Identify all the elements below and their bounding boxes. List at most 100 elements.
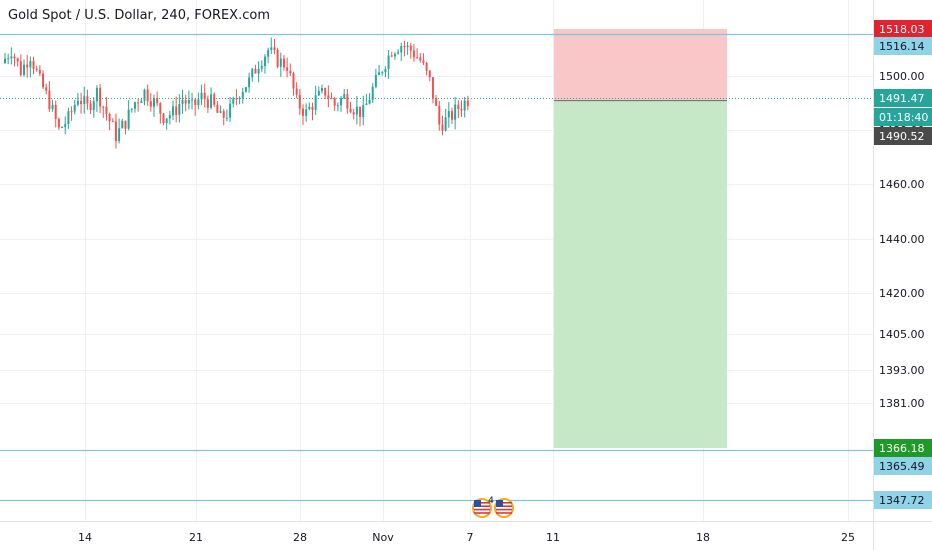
candle-body (349, 108, 352, 113)
candle-body (16, 58, 19, 62)
candle-body (263, 56, 266, 66)
candle-body (346, 94, 349, 109)
candle-body (213, 94, 216, 105)
candle-body (95, 87, 98, 102)
candle-body (191, 99, 194, 101)
candle-body (152, 98, 155, 107)
candle-body (67, 111, 70, 125)
candle-body (444, 117, 447, 131)
candle-body (267, 50, 270, 57)
event-markers[interactable]: 4 (472, 496, 514, 518)
time-tick-label: 14 (78, 531, 92, 544)
price-badge-countdown: 01:18:40 (874, 108, 932, 126)
candle-body (146, 89, 149, 102)
candle-body (327, 95, 330, 99)
candle-body (359, 106, 362, 117)
candle-body (428, 70, 431, 78)
candle-body (438, 105, 441, 125)
candle-body (219, 111, 222, 113)
candle-body (99, 87, 102, 107)
candle-body (114, 121, 117, 141)
candle-body (381, 72, 384, 74)
candle-body (343, 94, 346, 99)
candle-body (32, 61, 35, 69)
candle-body (42, 73, 45, 88)
candle-body (10, 56, 13, 59)
price-badge-label: 1516.14 (879, 40, 925, 53)
candle-body (244, 87, 247, 92)
price-badge-label: 01:18:40 (879, 111, 928, 124)
candle-body (397, 52, 400, 54)
time-axis: 14 21 28 Nov 7 11 18 25 (0, 521, 932, 544)
candle-body (222, 111, 225, 118)
price-badge-bg (874, 457, 932, 475)
candle-body (454, 104, 457, 120)
candle-body (89, 103, 92, 111)
flag-stripe (474, 502, 490, 504)
price-tick-label: 1440.00 (879, 233, 925, 246)
candle-body (457, 104, 460, 110)
candle-body (336, 105, 339, 107)
candle-body (365, 103, 368, 105)
candle-body (301, 108, 304, 116)
candle-body (406, 45, 409, 48)
chart-grid (0, 0, 873, 521)
candle-body (292, 73, 295, 89)
candle-body (352, 112, 355, 115)
candle-body (149, 101, 152, 107)
flag-stripe (496, 505, 512, 507)
candle-body (19, 61, 22, 75)
candle-body (54, 104, 57, 119)
candle-body (137, 102, 140, 104)
horizontal-levels (0, 33, 873, 502)
candle-body (235, 98, 238, 100)
candle-body (48, 90, 51, 110)
us-flag-icon[interactable] (472, 498, 492, 518)
price-tick-label: 1381.00 (879, 397, 925, 410)
candle-body (324, 88, 327, 96)
candle-body (80, 100, 83, 105)
candle-body (460, 109, 463, 111)
candle-body (23, 64, 26, 75)
candle-body (105, 106, 108, 114)
price-badge-bg (874, 127, 932, 145)
candle-body (289, 70, 292, 74)
candle-body (181, 100, 184, 104)
candle-body (435, 98, 438, 106)
us-flag-icon[interactable] (494, 498, 514, 518)
candle-body (276, 49, 279, 67)
price-tick-label: 1393.00 (879, 364, 925, 377)
time-tick-label: 21 (189, 531, 203, 544)
candle-body (254, 68, 257, 74)
candle-body (431, 77, 434, 99)
candle-body (108, 113, 111, 122)
candle-body (64, 124, 67, 128)
price-badge-entry: 1490.52 (874, 127, 932, 145)
candle-body (273, 47, 276, 50)
candle-body (362, 104, 365, 117)
candle-body (51, 104, 54, 110)
candle-body (61, 127, 64, 129)
candle-body (172, 106, 175, 116)
candle-body (286, 67, 289, 71)
candlestick-series (4, 37, 469, 149)
candle-body (26, 64, 29, 68)
candle-body (29, 61, 32, 68)
candle-body (400, 46, 403, 53)
candle-body (206, 99, 209, 108)
candle-body (73, 104, 76, 112)
candle-body (162, 113, 165, 124)
price-badge-label: 1518.03 (879, 23, 925, 36)
candle-body (384, 69, 387, 73)
flag-canton (474, 500, 481, 507)
candle-body (251, 68, 254, 78)
price-badge-target: 1366.18 (874, 439, 932, 457)
candle-body (229, 103, 232, 118)
time-tick-label: 25 (841, 531, 855, 544)
candle-body (187, 100, 190, 104)
candle-body (270, 47, 273, 51)
price-badge-label: 1347.72 (879, 494, 925, 507)
candle-body (241, 91, 244, 98)
time-tick-label: 11 (546, 531, 560, 544)
